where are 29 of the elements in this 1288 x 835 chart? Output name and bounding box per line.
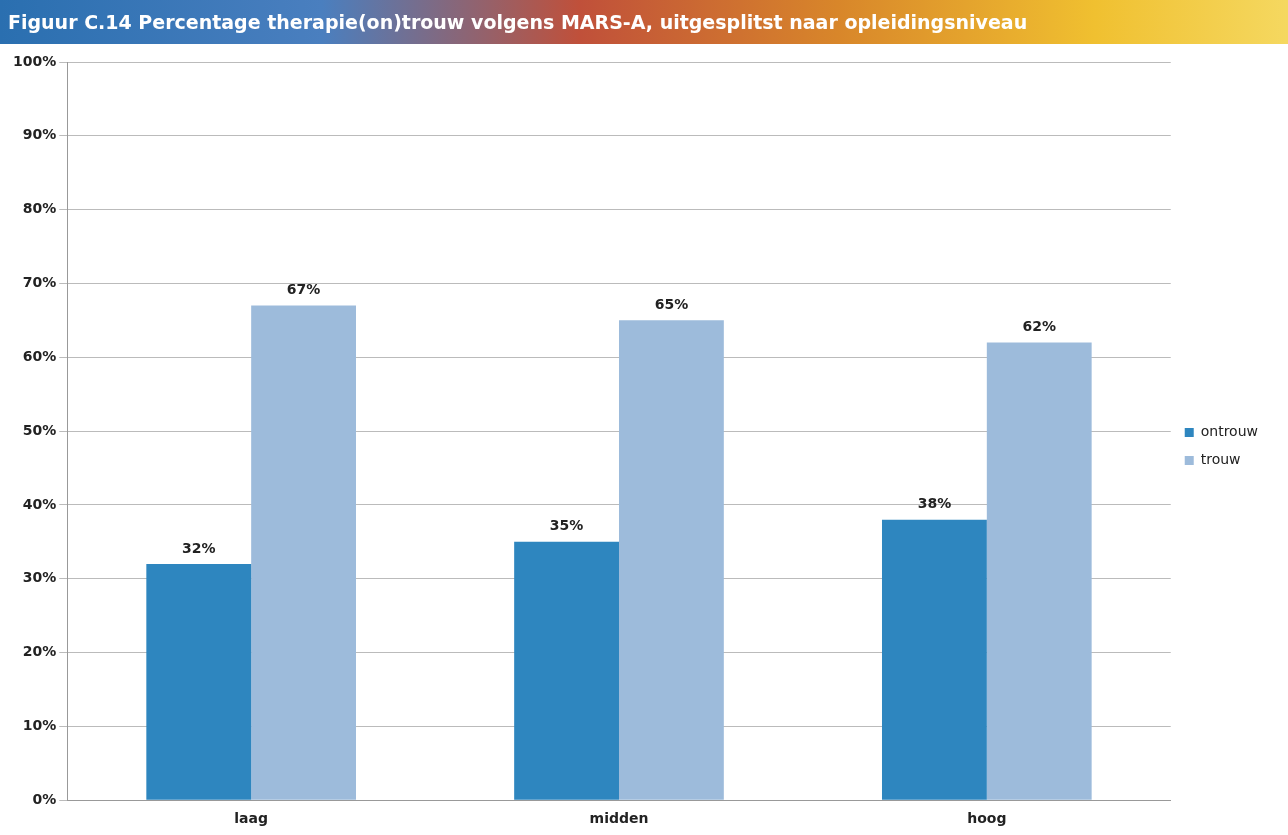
y-tick-label: 10%	[22, 717, 57, 734]
x-tick-label: hoog	[967, 810, 1007, 827]
x-tick-label: midden	[589, 810, 649, 827]
y-tick-label: 0%	[32, 790, 57, 807]
y-tick-label: 100%	[12, 52, 57, 69]
y-tick-label: 20%	[22, 643, 57, 660]
bar	[146, 563, 252, 800]
bar	[514, 541, 619, 800]
y-tick-label: 80%	[22, 200, 57, 217]
bar	[986, 342, 1092, 800]
legend-label: trouw	[1200, 451, 1241, 468]
y-tick-label: 60%	[22, 347, 57, 364]
data-label: 67%	[286, 281, 321, 298]
bar	[618, 320, 724, 800]
bar	[881, 519, 987, 800]
y-tick-label: 30%	[22, 569, 57, 586]
data-label: 32%	[181, 539, 216, 556]
y-tick-label: 40%	[22, 495, 57, 512]
legend-label: ontrouw	[1200, 423, 1258, 440]
x-tick-label: laag	[234, 810, 269, 827]
bar	[251, 305, 356, 800]
data-label: 35%	[549, 517, 584, 534]
chart-title: Figuur C.14 Percentage therapie(on)trouw volgens MARS-A, uitgesplitst naar opleidingsniveau	[0, 0, 1288, 44]
data-label: 62%	[1022, 318, 1056, 335]
y-tick-label: 90%	[22, 126, 57, 143]
y-tick-label: 50%	[22, 421, 57, 438]
data-label: 38%	[917, 495, 952, 512]
y-tick-label: 70%	[22, 274, 57, 291]
data-label: 65%	[654, 296, 689, 313]
